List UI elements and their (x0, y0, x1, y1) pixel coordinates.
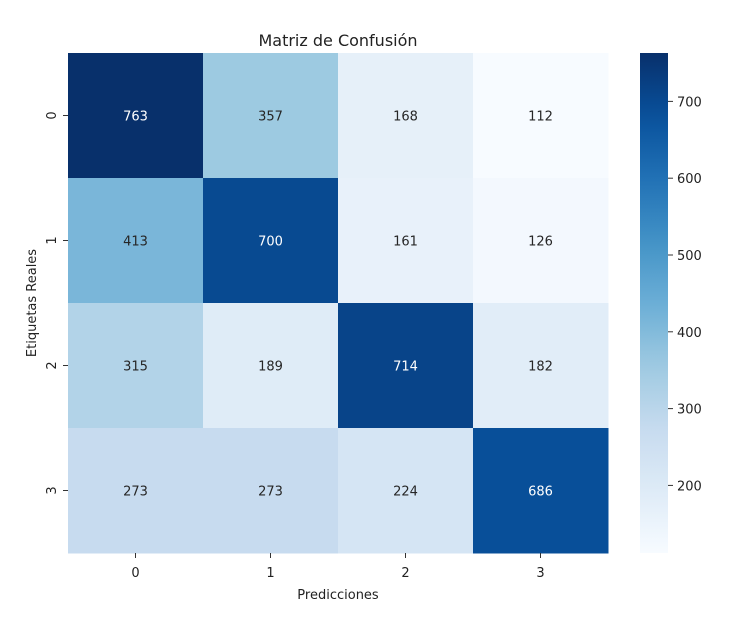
cell-value-r0-c3: 112 (528, 110, 553, 125)
heatmap-cell-r2-c3 (473, 303, 609, 429)
cell-value-r1-c3: 126 (528, 235, 553, 250)
heatmap-cell-r0-c1 (203, 53, 339, 179)
y-axis-label: Etiquetas Reales (25, 249, 40, 357)
heatmap-cell-r1-c2 (338, 178, 474, 304)
heatmap-cell-r2-c2 (338, 303, 474, 429)
cell-value-r3-c1: 273 (258, 485, 283, 500)
cell-value-r1-c1: 700 (258, 235, 283, 250)
colorbar-tick-label-2: 400 (677, 326, 702, 341)
cell-value-r2-c0: 315 (123, 360, 148, 375)
heatmap-cell-r3-c1 (203, 428, 339, 554)
y-tick-label-1: 1 (45, 236, 60, 244)
heatmap-cell-r2-c1 (203, 303, 339, 429)
y-tick-label-2: 2 (45, 361, 60, 369)
cell-value-r0-c2: 168 (393, 110, 418, 125)
colorbar (640, 53, 668, 553)
cell-value-r2-c3: 182 (528, 360, 553, 375)
cell-value-r1-c2: 161 (393, 235, 418, 250)
x-tick-label-3: 3 (536, 566, 544, 581)
heatmap-cell-r0-c2 (338, 53, 474, 179)
heatmap-cell-r0-c3 (473, 53, 609, 179)
heatmap-cell-r3-c0 (68, 428, 204, 554)
x-axis-ticks: 0 1 2 3 (131, 553, 545, 581)
cell-value-r2-c2: 714 (393, 360, 418, 375)
cell-value-r1-c0: 413 (123, 235, 148, 250)
heatmap-cell-r1-c1 (203, 178, 339, 304)
x-tick-label-0: 0 (131, 566, 139, 581)
y-tick-label-3: 3 (45, 486, 60, 494)
cell-value-r0-c1: 357 (258, 110, 283, 125)
y-tick-label-0: 0 (45, 111, 60, 119)
heatmap-cells (68, 53, 609, 554)
cell-value-r0-c0: 763 (123, 110, 148, 125)
cell-value-r3-c3: 686 (528, 485, 553, 500)
y-axis-ticks: 0 1 2 3 (45, 111, 68, 495)
x-tick-label-2: 2 (401, 566, 409, 581)
x-axis-label: Predicciones (297, 588, 379, 603)
chart-title: Matriz de Confusión (258, 31, 417, 50)
cell-value-r3-c2: 224 (393, 485, 418, 500)
heatmap-cell-r1-c0 (68, 178, 204, 304)
cell-value-r2-c1: 189 (258, 360, 283, 375)
heatmap-cell-r2-c0 (68, 303, 204, 429)
heatmap-cell-r3-c2 (338, 428, 474, 554)
heatmap-cell-labels: 763 357 168 112 413 700 161 126 315 189 714 182 273 2… (123, 110, 553, 500)
cell-value-r3-c0: 273 (123, 485, 148, 500)
heatmap-cell-r0-c0 (68, 53, 204, 179)
colorbar-tick-label-1: 300 (677, 403, 702, 418)
heatmap-cell-r3-c3 (473, 428, 609, 554)
colorbar-ticks: 200 300 400 500 600 700 (668, 95, 702, 494)
colorbar-tick-label-4: 600 (677, 172, 702, 187)
colorbar-tick-label-0: 200 (677, 479, 702, 494)
colorbar-tick-label-5: 700 (677, 95, 702, 110)
colorbar-tick-label-3: 500 (677, 249, 702, 264)
x-tick-label-1: 1 (266, 566, 274, 581)
heatmap-cell-r1-c3 (473, 178, 609, 304)
